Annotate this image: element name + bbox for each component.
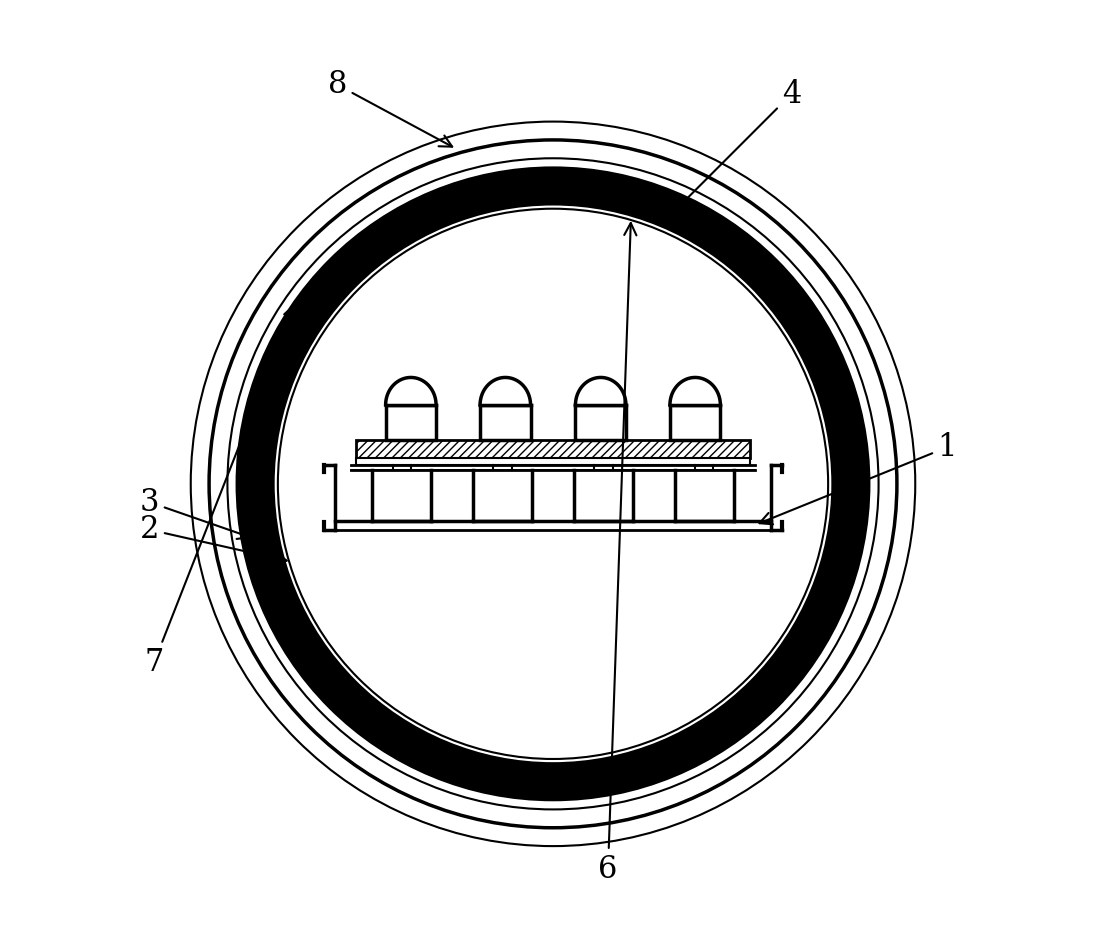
Text: 3: 3 <box>139 487 250 539</box>
Bar <box>386 405 436 439</box>
Bar <box>670 405 720 439</box>
Polygon shape <box>575 377 626 405</box>
Text: 1: 1 <box>760 432 957 524</box>
Bar <box>575 405 626 439</box>
Text: 2: 2 <box>139 514 286 564</box>
Circle shape <box>273 204 833 763</box>
Text: 4: 4 <box>676 78 801 209</box>
Polygon shape <box>386 377 436 405</box>
Text: 8: 8 <box>327 70 452 147</box>
Polygon shape <box>480 377 531 405</box>
Polygon shape <box>670 377 720 405</box>
Bar <box>356 458 750 465</box>
Bar <box>356 439 750 458</box>
Text: 7: 7 <box>145 305 295 678</box>
Circle shape <box>237 168 869 801</box>
Bar <box>356 439 750 458</box>
Text: 6: 6 <box>598 223 636 884</box>
Bar <box>480 405 531 439</box>
